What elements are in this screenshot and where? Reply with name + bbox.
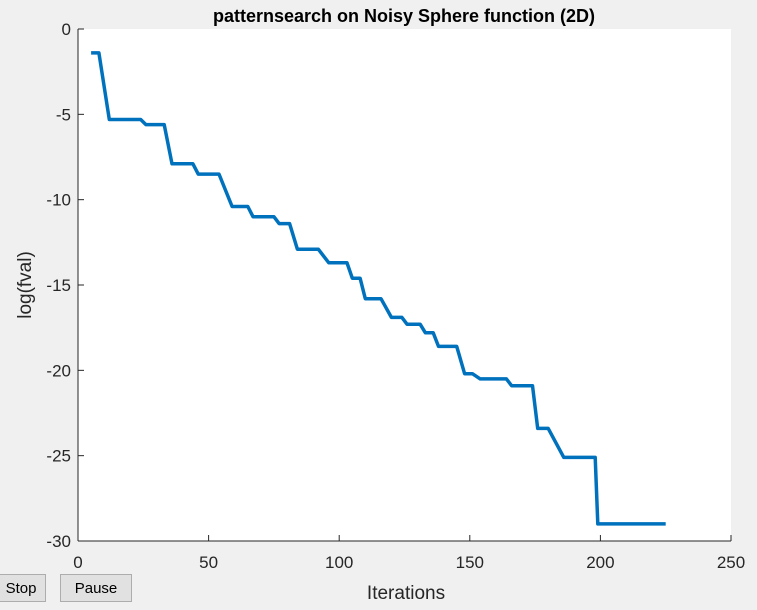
x-ticks: 0 50 100 150 200 250: [73, 535, 745, 572]
pause-button[interactable]: Pause: [60, 574, 132, 602]
chart-title: patternsearch on Noisy Sphere function (…: [213, 6, 595, 26]
x-tick-label: 150: [456, 553, 484, 572]
series-line: [91, 51, 666, 526]
plot-area: [78, 29, 731, 541]
y-tick-label: -15: [46, 276, 71, 295]
x-tick-label: 0: [73, 553, 82, 572]
y-tick-label: -30: [46, 532, 71, 551]
y-ticks: 0 -5 -10 -15 -20 -25 -30: [46, 20, 84, 551]
y-tick-label: 0: [62, 20, 71, 39]
y-tick-label: -5: [56, 105, 71, 124]
y-tick-label: -20: [46, 361, 71, 380]
y-tick-label: -10: [46, 191, 71, 210]
x-tick-label: 200: [586, 553, 614, 572]
series-group: [91, 51, 666, 526]
x-tick-label: 100: [325, 553, 353, 572]
x-tick-label: 50: [199, 553, 218, 572]
stop-button[interactable]: Stop: [0, 574, 46, 602]
x-axis-label: Iterations: [367, 583, 445, 604]
y-tick-label: -25: [46, 447, 71, 466]
y-axis-label: log(fval): [15, 251, 36, 319]
x-tick-label: 250: [717, 553, 745, 572]
